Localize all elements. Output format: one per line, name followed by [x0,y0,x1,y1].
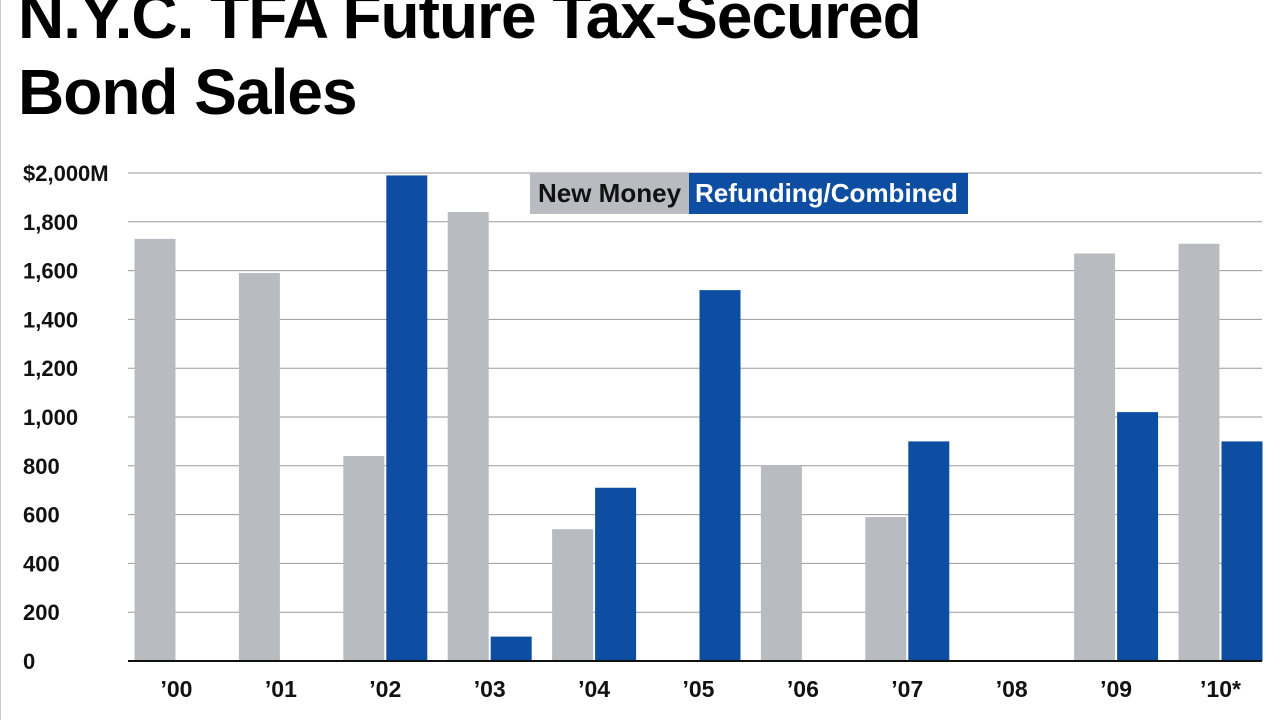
y-tick-label: 800 [23,454,60,479]
y-tick-label: 1,600 [23,259,78,284]
bar-new-money [238,273,280,661]
bar-new-money [865,517,907,661]
x-tick-label: ’01 [265,676,297,702]
y-tick-label: 600 [23,503,60,528]
x-tick-label: ’06 [787,676,819,702]
x-tick-label: ’04 [578,676,610,702]
legend: New Money Refunding/Combined [530,173,968,214]
legend-new-money: New Money [530,173,690,214]
bar-new-money [552,529,594,661]
y-tick-label: 1,800 [23,210,78,235]
y-tick-label: 0 [23,649,35,674]
bar-new-money [1178,243,1220,661]
bar-new-money [760,465,802,661]
bar-refunding-combined [490,636,532,661]
y-tick-label: 1,400 [23,307,78,332]
bar-refunding-combined [908,441,950,661]
legend-refunding-combined: Refunding/Combined [689,173,968,214]
chart-title: N.Y.C. TFA Future Tax-Secured Bond Sales [18,0,922,128]
bar-new-money [1074,253,1116,661]
x-axis-ticks: ’00 ’01 ’02 ’03 ’04 ’05 ’06 ’07 ’08 ’09 ’10* [161,676,1241,702]
y-tick-label: 200 [23,600,60,625]
x-tick-label: ’10* [1200,676,1241,702]
y-tick-label: $2,000M [23,161,109,186]
x-tick-label: ’09 [1100,676,1132,702]
bar-refunding-combined [386,175,428,661]
bar-refunding-combined [699,290,741,661]
y-tick-label: 1,000 [23,405,78,430]
y-tick-label: 400 [23,551,60,576]
bar-refunding-combined [595,487,637,661]
gridlines [128,172,1262,613]
x-tick-label: ’05 [683,676,715,702]
y-axis-ticks: 0 200 400 600 800 1,000 1,200 1,400 1,600 1,800 $2… [23,161,109,674]
x-tick-label: ’02 [369,676,401,702]
bar-new-money [134,238,176,661]
bars [134,175,1263,662]
bar-refunding-combined [1221,441,1263,661]
bar-new-money [343,456,385,661]
bar-new-money [447,212,489,662]
x-tick-label: ’07 [891,676,923,702]
x-tick-label: ’00 [161,676,193,702]
x-tick-label: ’03 [474,676,506,702]
bar-refunding-combined [1117,412,1159,661]
x-tick-label: ’08 [996,676,1028,702]
y-tick-label: 1,200 [23,356,78,381]
